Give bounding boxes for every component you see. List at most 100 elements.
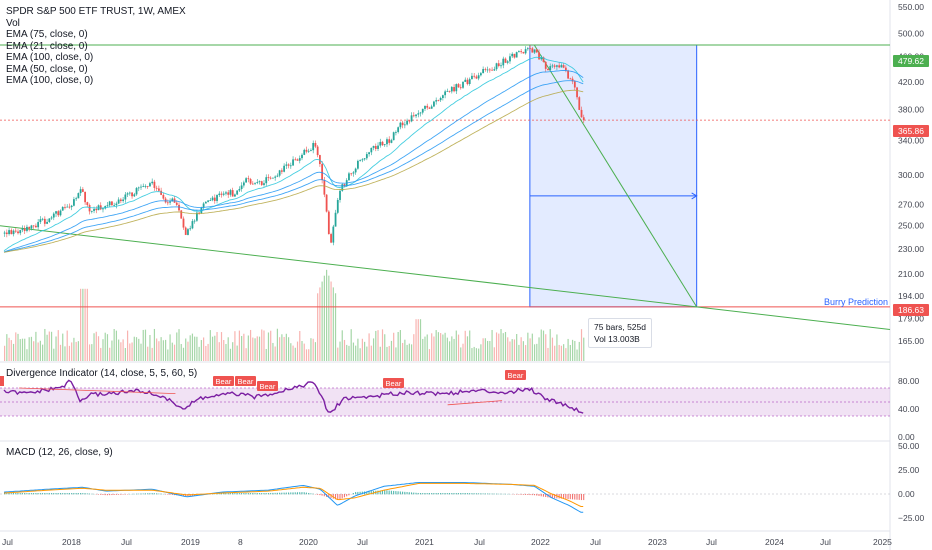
candle-body xyxy=(339,190,341,200)
candle-body xyxy=(370,147,373,153)
candle-body xyxy=(137,187,140,189)
macd-histogram-bar xyxy=(569,494,571,500)
macd-histogram-bar xyxy=(113,494,115,495)
time-tick-label: Jul xyxy=(590,537,601,547)
macd-histogram-bar xyxy=(451,493,453,495)
macd-histogram-bar xyxy=(571,494,574,500)
macd-histogram-bar xyxy=(567,494,569,500)
burry-prediction-label: Burry Prediction xyxy=(824,297,889,307)
volume-bar xyxy=(576,349,578,361)
candle-body xyxy=(238,188,241,191)
macd-histogram-bar xyxy=(115,494,117,495)
volume-bar xyxy=(270,330,272,361)
candle-body xyxy=(354,168,357,173)
volume-bar xyxy=(571,339,574,361)
macd-histogram-bar xyxy=(97,494,100,495)
candle-body xyxy=(55,211,57,214)
volume-bar xyxy=(533,344,536,361)
candle-body xyxy=(285,164,288,166)
candle-body xyxy=(444,91,447,96)
time-tick-label: 2023 xyxy=(648,537,667,547)
candle-body xyxy=(455,84,458,92)
macd-histogram-bar xyxy=(71,493,73,495)
volume-bar xyxy=(265,348,267,361)
macd-histogram-bar xyxy=(214,493,216,495)
bear-label-box xyxy=(505,370,526,380)
candle-body xyxy=(52,213,55,218)
indicator-ema-75: EMA (75, close, 0) xyxy=(6,29,88,40)
macd-histogram-bar xyxy=(223,493,225,495)
volume-bar xyxy=(509,341,511,361)
macd-histogram-bar xyxy=(37,493,39,495)
macd-histogram-bar xyxy=(475,493,477,495)
candle-body xyxy=(81,189,84,192)
macd-histogram-bar xyxy=(64,493,66,495)
candle-body xyxy=(12,230,15,235)
candle-body xyxy=(213,197,216,201)
volume-bar xyxy=(167,349,169,361)
volume-bar xyxy=(545,334,547,361)
macd-histogram-bar xyxy=(88,493,91,495)
macd-histogram-bar xyxy=(308,492,310,495)
candle-body xyxy=(509,56,511,62)
candle-body xyxy=(242,182,245,186)
candle-body xyxy=(500,65,502,67)
macd-histogram-bar xyxy=(428,493,430,495)
candle-body xyxy=(484,69,487,70)
candle-body xyxy=(392,132,395,141)
macd-histogram-bar xyxy=(453,493,455,495)
macd-histogram-bar xyxy=(402,491,404,495)
macd-histogram-bar xyxy=(560,494,562,499)
volume-bar xyxy=(442,334,444,361)
volume-bar xyxy=(460,347,462,361)
volume-bar xyxy=(272,342,274,361)
macd-histogram-bar xyxy=(292,492,294,495)
volume-bar xyxy=(538,337,540,361)
candle-body xyxy=(450,87,453,92)
macd-histogram-bar xyxy=(433,493,435,495)
macd-histogram-bar xyxy=(55,493,57,495)
macd-histogram-bar xyxy=(39,493,41,495)
volume-bar xyxy=(263,330,265,361)
macd-histogram-bar xyxy=(426,493,428,495)
volume-bar xyxy=(160,337,162,361)
volume-bar xyxy=(527,332,529,361)
candle-body xyxy=(410,115,413,122)
candle-body xyxy=(21,228,24,231)
candle-body xyxy=(84,191,87,203)
macd-histogram-bar xyxy=(111,494,113,496)
candle-body xyxy=(204,201,207,204)
volume-bar xyxy=(173,344,176,361)
volume-bar xyxy=(357,338,359,361)
volume-bar xyxy=(341,330,343,361)
macd-histogram-bar xyxy=(6,493,8,495)
volume-bar xyxy=(426,334,428,361)
macd-histogram-bar xyxy=(258,493,261,495)
macd-histogram-bar xyxy=(21,493,23,495)
volume-bar xyxy=(274,346,276,361)
candle-body xyxy=(562,65,565,68)
macd-histogram-bar xyxy=(448,493,451,495)
candle-body xyxy=(115,203,118,206)
candle-body xyxy=(334,212,337,227)
macd-histogram-bar xyxy=(227,493,229,495)
candle-body xyxy=(278,170,281,176)
volume-bar xyxy=(57,330,59,361)
candle-body xyxy=(462,81,464,88)
volume-bar xyxy=(448,341,451,361)
volume-bar xyxy=(469,330,471,361)
volume-bar xyxy=(422,338,424,361)
volume-bar xyxy=(303,343,305,361)
volume-bar xyxy=(180,343,182,361)
volume-bar xyxy=(247,335,249,361)
volume-bar xyxy=(261,329,263,361)
macd-histogram-bar xyxy=(533,494,536,496)
projection-arrowhead xyxy=(691,192,698,200)
prediction-trend-line xyxy=(534,45,698,308)
macd-histogram-bar xyxy=(319,494,321,496)
volume-bar xyxy=(558,344,560,361)
volume-bar xyxy=(138,338,140,361)
volume-bar xyxy=(471,348,473,361)
macd-histogram-bar xyxy=(406,492,408,495)
